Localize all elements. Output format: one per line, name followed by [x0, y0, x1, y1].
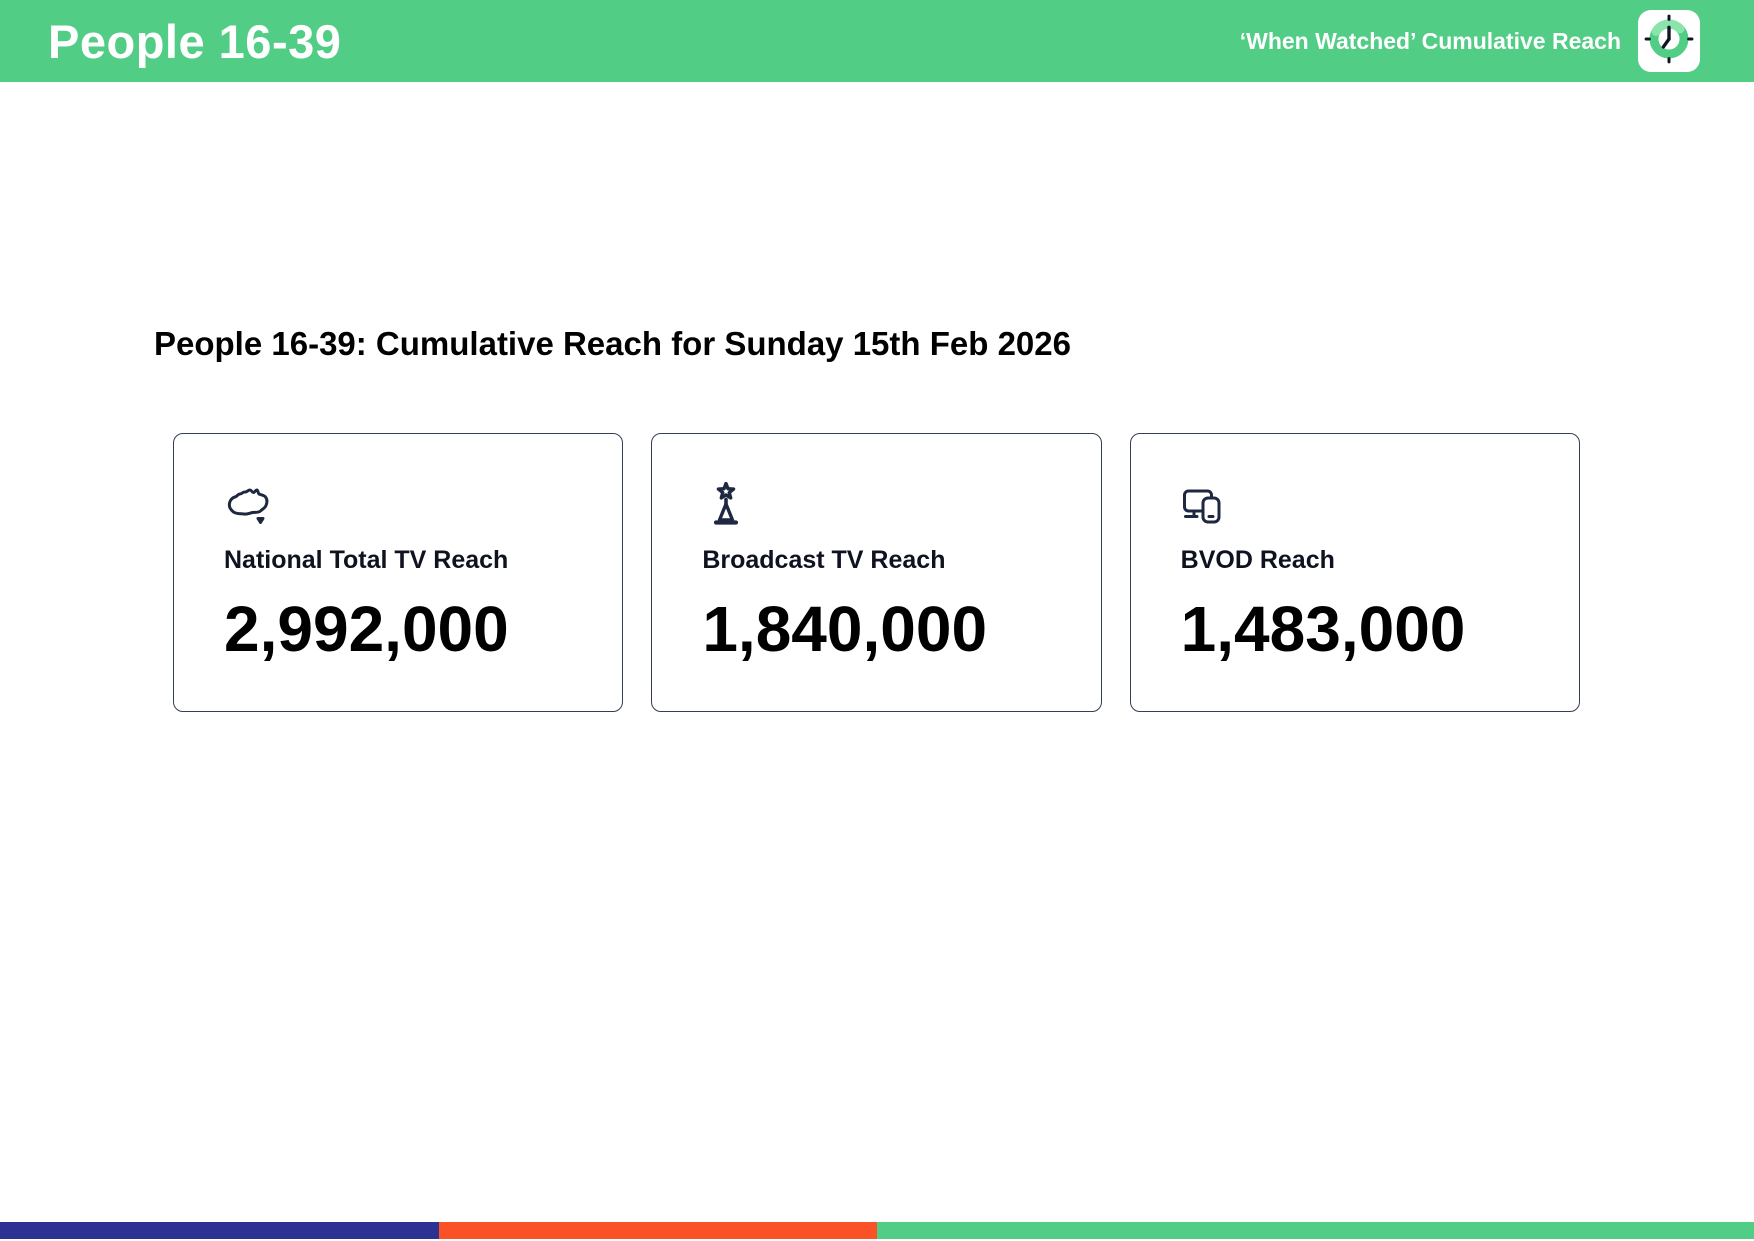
footer-segment-navy [0, 1222, 439, 1239]
footer-segment-orange [438, 1222, 877, 1239]
app-logo [1638, 10, 1700, 72]
metric-value: 1,840,000 [702, 593, 988, 665]
metric-card-bvod-reach: BVOD Reach 1,483,000 [1129, 433, 1580, 712]
australia-map-icon [224, 482, 272, 530]
metric-value: 2,992,000 [224, 593, 509, 665]
header: People 16-39 ‘When Watched’ Cumulative R… [0, 0, 1754, 82]
metric-cards: National Total TV Reach 2,992,000 Broadc… [173, 433, 1580, 712]
broadcast-tower-icon [702, 482, 750, 530]
page-title: People 16-39 [48, 14, 342, 68]
header-right: ‘When Watched’ Cumulative Reach [1240, 10, 1700, 72]
metric-card-national-total-tv-reach: National Total TV Reach 2,992,000 [173, 433, 624, 712]
metric-label: National Total TV Reach [224, 546, 509, 574]
metric-card-broadcast-tv-reach: Broadcast TV Reach 1,840,000 [651, 433, 1102, 712]
metric-value: 1,483,000 [1180, 593, 1466, 665]
header-subtitle: ‘When Watched’ Cumulative Reach [1239, 27, 1621, 54]
tv-and-phone-icon [1181, 482, 1229, 530]
metric-label: BVOD Reach [1180, 546, 1335, 574]
metric-label: Broadcast TV Reach [702, 546, 946, 574]
footer-accent-bar [0, 1222, 1754, 1239]
section-heading: People 16-39: Cumulative Reach for Sunda… [154, 325, 1071, 362]
footer-segment-green [877, 1222, 1754, 1239]
clock-icon [1640, 10, 1698, 73]
